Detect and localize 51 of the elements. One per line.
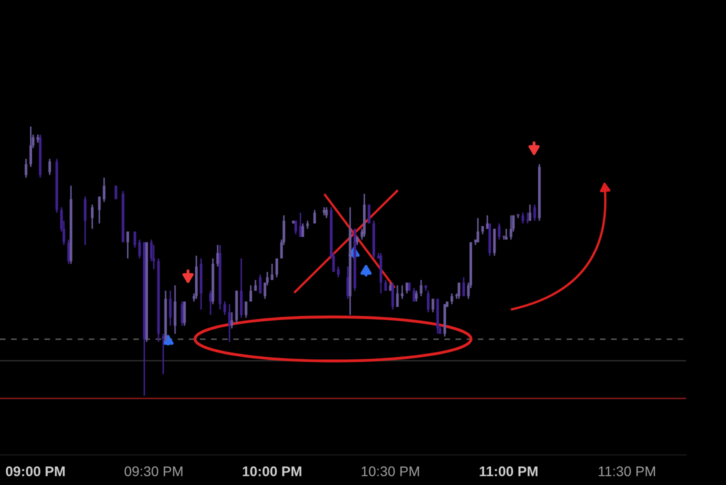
candlestick	[325, 206, 328, 219]
candlestick	[134, 230, 136, 248]
x-tick-label: 11:00 PM	[480, 466, 538, 476]
candlestick	[169, 290, 172, 326]
candlestick	[426, 290, 430, 313]
candlestick	[510, 214, 512, 240]
candlestick	[533, 204, 536, 222]
x-tick-label: 11:30 PM	[598, 466, 655, 476]
candlestick	[462, 276, 465, 297]
candlestick	[223, 300, 226, 316]
candlestick	[476, 217, 480, 243]
candlestick	[415, 290, 418, 302]
x-tick-label: 09:00 PM	[6, 466, 65, 476]
candlestick	[458, 282, 460, 300]
candlestick	[138, 238, 141, 260]
candlestick	[84, 196, 86, 246]
candlestick	[24, 158, 28, 178]
candlestick	[90, 204, 94, 230]
candlestick	[258, 274, 262, 294]
candlestick	[406, 282, 408, 294]
candlestick	[432, 298, 434, 313]
x-tick-label: 10:30 PM	[362, 466, 419, 476]
candlestick	[294, 220, 298, 235]
candlestick	[396, 284, 399, 308]
x-tick-label: 10:00 PM	[242, 466, 302, 476]
candlestick	[346, 266, 350, 300]
candlestick	[412, 287, 416, 302]
candlestick	[516, 214, 520, 219]
candlestick	[48, 158, 51, 176]
candlestick	[486, 214, 489, 230]
candlestick	[275, 258, 278, 278]
candlestick	[302, 222, 304, 238]
candlestick	[126, 230, 130, 260]
candlestick	[313, 209, 316, 224]
candlestick	[420, 279, 422, 297]
candlestick	[29, 126, 32, 168]
candlestick	[228, 303, 231, 343]
candlestick	[183, 300, 186, 326]
candlestick	[270, 263, 274, 281]
candlestick	[98, 196, 101, 224]
candlestick	[337, 266, 340, 278]
candlestick	[498, 222, 500, 240]
candlestick	[249, 284, 252, 302]
candlestick	[299, 212, 302, 238]
candlestick	[391, 282, 394, 310]
candlestick	[528, 204, 532, 222]
candlestick	[450, 292, 454, 305]
x-tick-label: 09:30 PM	[124, 466, 182, 476]
candlestick	[114, 185, 118, 200]
candlestick	[244, 300, 248, 318]
candlestick	[102, 176, 106, 203]
